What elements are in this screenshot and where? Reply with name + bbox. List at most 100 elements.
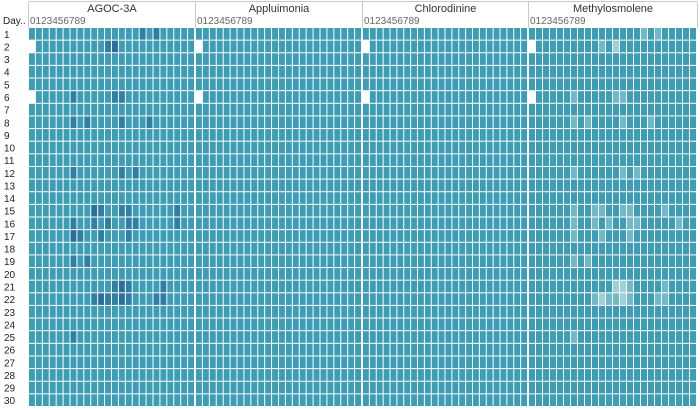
heatmap-cell <box>42 230 49 242</box>
heatmap-cell <box>223 356 230 369</box>
heatmap-cell <box>202 394 209 406</box>
heatmap-cell <box>655 230 661 242</box>
heatmap-cell <box>258 230 265 242</box>
heatmap-cell <box>404 40 411 53</box>
heatmap-cell <box>91 381 98 394</box>
heatmap-cell <box>56 53 63 65</box>
heatmap-cell <box>91 293 98 305</box>
heatmap-cell <box>56 40 63 53</box>
row-label: 4 <box>4 68 10 79</box>
heatmap-cell <box>29 154 35 166</box>
heatmap-cell <box>125 318 132 331</box>
heatmap-cell <box>634 53 640 65</box>
heatmap-cell <box>473 217 479 230</box>
heatmap-cell <box>112 103 118 116</box>
heatmap-cell <box>327 255 334 268</box>
heatmap-cell <box>320 369 327 381</box>
heatmap-cell <box>29 331 35 343</box>
heatmap-cell <box>514 28 521 40</box>
heatmap-cell <box>118 356 125 369</box>
heatmap-cell <box>613 129 619 141</box>
heatmap-cell <box>363 356 369 369</box>
heatmap-cell <box>376 179 383 192</box>
heatmap-cell <box>105 381 111 394</box>
heatmap-cell <box>452 255 459 268</box>
heatmap-cell <box>397 242 404 255</box>
heatmap-cell <box>599 129 605 141</box>
heatmap-cell <box>431 166 438 179</box>
heatmap-cell <box>334 204 341 217</box>
heatmap-cell <box>118 154 125 166</box>
heatmap-cell <box>230 318 237 331</box>
heatmap-cell <box>35 255 42 268</box>
heatmap-cell <box>376 217 383 230</box>
heatmap-cell <box>620 166 626 179</box>
heatmap-cell <box>543 179 549 192</box>
heatmap-cell <box>42 179 49 192</box>
heatmap-cell <box>49 356 56 369</box>
heatmap-cell <box>188 230 194 242</box>
heatmap-cell <box>209 141 216 154</box>
heatmap-cell <box>445 28 452 40</box>
heatmap-cell <box>459 116 466 129</box>
heatmap-cell <box>557 331 563 343</box>
heatmap-cell <box>585 91 591 103</box>
heatmap-cell <box>648 179 654 192</box>
heatmap-cell <box>655 268 661 280</box>
heatmap-cell <box>35 230 42 242</box>
heatmap-cell <box>662 78 668 91</box>
heatmap-cell <box>564 78 570 91</box>
heatmap-cell <box>521 179 528 192</box>
heatmap-cell <box>341 369 348 381</box>
heatmap-cell <box>292 78 299 91</box>
heatmap-cell <box>42 103 49 116</box>
heatmap-cell <box>125 356 132 369</box>
heatmap-cell <box>599 217 605 230</box>
heatmap-cell <box>424 192 431 204</box>
heatmap-cell <box>230 255 237 268</box>
heatmap-cell <box>411 103 418 116</box>
heatmap-cell <box>648 318 654 331</box>
heatmap-cell <box>620 141 626 154</box>
heatmap-cell <box>196 53 202 65</box>
heatmap-cell <box>514 166 521 179</box>
heatmap-cell <box>196 293 202 305</box>
heatmap-cell <box>174 91 181 103</box>
heatmap-cell <box>445 343 452 356</box>
heatmap-cell <box>153 318 160 331</box>
heatmap-cell <box>404 141 411 154</box>
heatmap-cell <box>341 40 348 53</box>
heatmap-cell <box>209 65 216 78</box>
heatmap-cell <box>188 65 194 78</box>
heatmap-cell <box>341 242 348 255</box>
heatmap-cell <box>112 293 118 305</box>
heatmap-cell <box>29 305 35 318</box>
heatmap-cell <box>29 293 35 305</box>
heatmap-cell <box>320 179 327 192</box>
heatmap-cell <box>125 217 132 230</box>
heatmap-cell <box>56 166 63 179</box>
heatmap-cell <box>514 242 521 255</box>
heatmap-cell <box>676 217 682 230</box>
heatmap-cell <box>77 204 84 217</box>
heatmap-cell <box>348 255 355 268</box>
heatmap-cell <box>313 331 320 343</box>
heatmap-cell <box>84 356 91 369</box>
heatmap-cell <box>606 381 612 394</box>
heatmap-cell <box>599 204 605 217</box>
heatmap-cell <box>181 192 188 204</box>
heatmap-cell <box>118 293 125 305</box>
heatmap-cell <box>188 356 194 369</box>
heatmap-cell <box>620 103 626 116</box>
heatmap-cell <box>223 78 230 91</box>
heatmap-cell <box>188 103 194 116</box>
heatmap-cell <box>557 230 563 242</box>
heatmap-cell <box>56 129 63 141</box>
heatmap-cell <box>56 154 63 166</box>
heatmap-cell <box>620 394 626 406</box>
heatmap-cell <box>341 381 348 394</box>
heatmap-cell <box>105 65 111 78</box>
heatmap-cell <box>599 318 605 331</box>
heatmap-cell <box>320 318 327 331</box>
heatmap-cell <box>160 356 167 369</box>
